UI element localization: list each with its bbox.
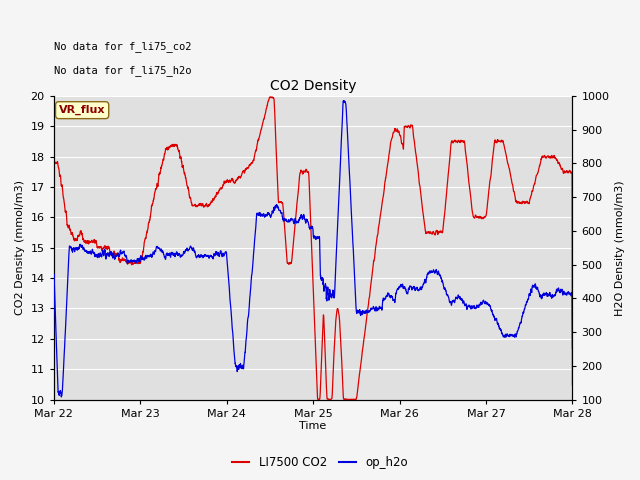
Title: CO2 Density: CO2 Density (270, 79, 356, 94)
Text: No data for f_li75_h2o: No data for f_li75_h2o (54, 66, 191, 76)
X-axis label: Time: Time (300, 421, 326, 432)
Legend: LI7500 CO2, op_h2o: LI7500 CO2, op_h2o (227, 452, 413, 474)
Text: VR_flux: VR_flux (59, 105, 106, 115)
Y-axis label: CO2 Density (mmol/m3): CO2 Density (mmol/m3) (15, 180, 25, 315)
Y-axis label: H2O Density (mmol/m3): H2O Density (mmol/m3) (615, 180, 625, 315)
Text: No data for f_li75_co2: No data for f_li75_co2 (54, 41, 191, 52)
